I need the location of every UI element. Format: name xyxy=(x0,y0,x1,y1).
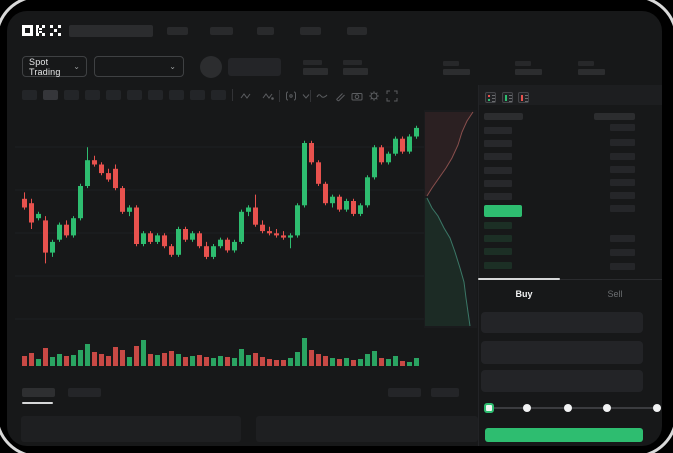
slider-stop-dot[interactable] xyxy=(564,404,572,412)
ask-row-placeholder[interactable] xyxy=(484,153,512,160)
header-search-placeholder[interactable] xyxy=(69,25,153,37)
nav-item-placeholder[interactable] xyxy=(300,27,321,35)
pair-selector[interactable]: ⌄ xyxy=(94,56,184,77)
bottom-active-tab-underline xyxy=(22,402,53,404)
book-both-icon[interactable] xyxy=(485,92,496,103)
interval-button-placeholder[interactable] xyxy=(64,90,79,100)
divider xyxy=(310,90,311,102)
chevron-down-icon[interactable] xyxy=(300,90,314,104)
ticker-stat-label-placeholder xyxy=(578,61,594,66)
indicator-wave-icon[interactable] xyxy=(316,90,330,104)
bid-row-placeholder[interactable] xyxy=(484,222,512,229)
history-panel-placeholder xyxy=(256,416,478,442)
divider xyxy=(279,90,280,102)
slider-stop-dot[interactable] xyxy=(653,404,661,412)
chevron-down-icon: ⌄ xyxy=(169,61,176,71)
tab-buy[interactable]: Buy xyxy=(515,289,533,299)
ask-row-placeholder[interactable] xyxy=(484,140,512,147)
book-bids-icon[interactable] xyxy=(502,92,513,103)
amount-input-placeholder[interactable] xyxy=(481,341,643,364)
stat-group-label-placeholder xyxy=(303,60,322,65)
nav-item-placeholder[interactable] xyxy=(347,27,367,35)
market-type-label: Spot Trading xyxy=(29,56,61,77)
orderbook-col-header-right xyxy=(594,113,635,120)
bid-row-placeholder[interactable] xyxy=(484,235,512,242)
ask-amount-placeholder xyxy=(610,139,635,146)
active-tab-indicator xyxy=(478,278,560,280)
camera-icon[interactable] xyxy=(351,90,365,104)
interval-button-placeholder[interactable] xyxy=(148,90,163,100)
ask-row-placeholder[interactable] xyxy=(484,180,512,187)
toolbar-divider xyxy=(232,89,233,101)
bid-row-placeholder[interactable] xyxy=(484,262,512,269)
ask-amount-placeholder xyxy=(610,124,635,131)
bottom-right-placeholder-2[interactable] xyxy=(431,388,459,397)
slider-stop-dot[interactable] xyxy=(523,404,531,412)
interval-button-placeholder[interactable] xyxy=(106,90,121,100)
ask-amount-placeholder xyxy=(610,205,635,212)
bottom-tab-placeholder[interactable] xyxy=(68,388,101,397)
draw-pencil-icon[interactable] xyxy=(334,90,348,104)
book-asks-icon[interactable] xyxy=(518,92,529,103)
bid-amount-placeholder xyxy=(610,249,635,256)
nav-item-placeholder[interactable] xyxy=(210,27,233,35)
buy-submit-button[interactable] xyxy=(485,428,643,442)
last-price-block[interactable] xyxy=(484,205,522,217)
zigzag-dot-icon[interactable] xyxy=(262,90,276,104)
interval-button-placeholder[interactable] xyxy=(127,90,142,100)
fullscreen-icon[interactable] xyxy=(386,90,400,104)
ask-amount-placeholder xyxy=(610,153,635,160)
interval-button-placeholder[interactable] xyxy=(22,90,37,100)
stat-group-label-placeholder xyxy=(343,60,362,65)
ask-row-placeholder[interactable] xyxy=(484,167,512,174)
stat-group-value-placeholder xyxy=(343,68,368,75)
bottom-tab-active-placeholder[interactable] xyxy=(22,388,55,397)
percent-slider-track[interactable] xyxy=(487,407,657,409)
orders-panel-placeholder xyxy=(21,416,241,442)
bid-amount-placeholder xyxy=(610,235,635,242)
app-window: Spot Trading ⌄ ⌄ Buy Sell xyxy=(7,11,662,446)
price-placeholder xyxy=(228,58,281,76)
interval-button-placeholder[interactable] xyxy=(43,90,58,100)
slider-stop-dot[interactable] xyxy=(603,404,611,412)
bottom-right-placeholder-1[interactable] xyxy=(388,388,421,397)
interval-button-placeholder[interactable] xyxy=(190,90,205,100)
tabbar-border xyxy=(478,279,662,280)
chevron-down-icon: ⌄ xyxy=(73,61,80,71)
ask-row-placeholder[interactable] xyxy=(484,193,512,200)
coin-avatar xyxy=(200,56,222,78)
settings-gear-icon[interactable] xyxy=(368,90,382,104)
stat-group-value-placeholder xyxy=(303,68,328,75)
ticker-stat-label-placeholder xyxy=(515,61,531,66)
ticker-stat-value-placeholder xyxy=(578,69,605,75)
bid-amount-placeholder xyxy=(610,263,635,270)
ticker-stat-value-placeholder xyxy=(515,69,542,75)
ask-row-placeholder[interactable] xyxy=(484,127,512,134)
function-icon[interactable] xyxy=(285,90,299,104)
interval-button-placeholder[interactable] xyxy=(211,90,226,100)
interval-button-placeholder[interactable] xyxy=(169,90,184,100)
interval-button-placeholder[interactable] xyxy=(85,90,100,100)
orderbook-col-header-left xyxy=(484,113,523,120)
ask-amount-placeholder xyxy=(610,192,635,199)
zigzag-icon[interactable] xyxy=(240,90,254,104)
total-input-placeholder[interactable] xyxy=(481,370,643,392)
tab-sell[interactable]: Sell xyxy=(607,289,623,299)
bid-row-placeholder[interactable] xyxy=(484,248,512,255)
nav-item-placeholder[interactable] xyxy=(167,27,188,35)
okx-logo xyxy=(22,25,61,36)
ask-amount-placeholder xyxy=(610,166,635,173)
ask-amount-placeholder xyxy=(610,179,635,186)
ticker-stat-value-placeholder xyxy=(443,69,470,75)
ticker-stat-label-placeholder xyxy=(443,61,459,66)
nav-item-placeholder[interactable] xyxy=(257,27,274,35)
percent-slider-handle[interactable] xyxy=(484,403,494,413)
panel-divider xyxy=(478,85,479,446)
candlestick-chart xyxy=(15,110,477,366)
price-input-placeholder[interactable] xyxy=(481,312,643,333)
market-type-selector[interactable]: Spot Trading ⌄ xyxy=(22,56,87,77)
